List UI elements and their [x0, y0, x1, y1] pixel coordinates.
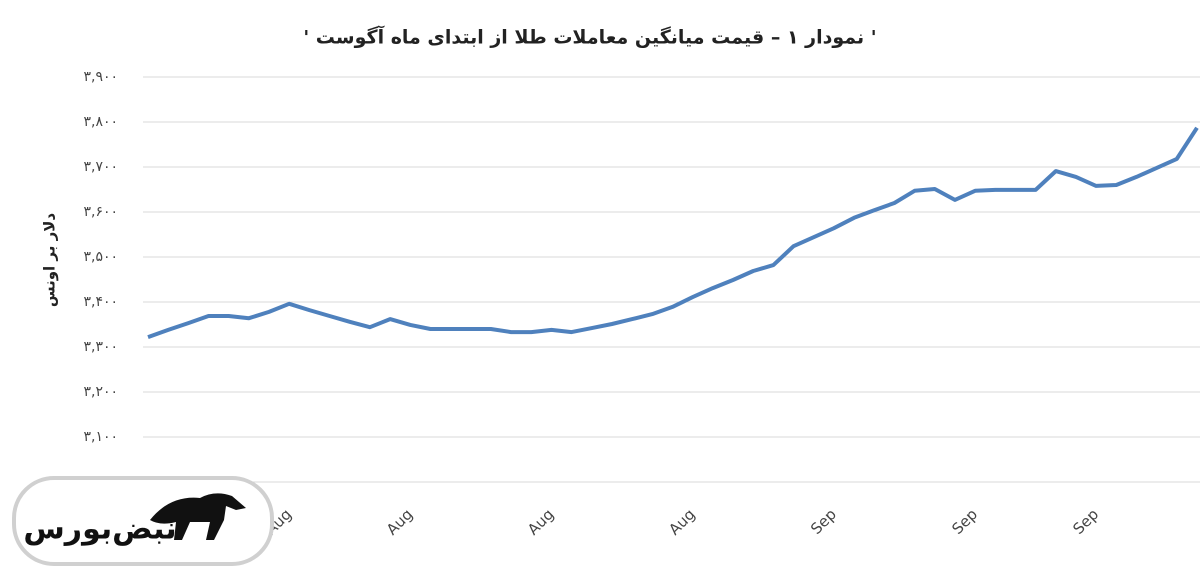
y-tick-label: ۳,۵۰۰ — [83, 249, 118, 265]
x-tick-label: Sep — [948, 505, 981, 538]
y-tick-label: ۳,۱۰۰ — [83, 429, 118, 445]
plot-area: ۳,۰۰۰۳,۱۰۰۳,۲۰۰۳,۳۰۰۳,۴۰۰۳,۵۰۰۳,۶۰۰۳,۷۰۰… — [83, 69, 1200, 539]
y-tick-label: ۳,۶۰۰ — [83, 204, 118, 220]
x-tick-label: Aug — [383, 505, 416, 538]
y-tick-label: ۳,۴۰۰ — [83, 294, 118, 310]
x-tick-label: Sep — [1069, 505, 1102, 538]
chart-title: ' نمودار ۱ – قیمت میانگین معاملات طلا از… — [303, 25, 876, 49]
bull-icon — [150, 493, 246, 540]
logo-text: نبض‌بورس — [23, 512, 176, 547]
x-tick-label: Aug — [665, 505, 698, 538]
y-tick-label: ۳,۸۰۰ — [83, 114, 118, 130]
y-tick-label: ۳,۷۰۰ — [83, 159, 118, 175]
x-tick-label: Sep — [807, 505, 840, 538]
x-tick-label: Aug — [524, 505, 557, 538]
watermark-logo: نبض‌بورس — [12, 476, 274, 566]
y-tick-label: ۳,۳۰۰ — [83, 339, 118, 355]
y-tick-label: ۳,۹۰۰ — [83, 69, 118, 85]
line-series — [147, 126, 1199, 339]
y-axis-label: دلار بر اونس — [41, 213, 59, 308]
y-tick-label: ۳,۲۰۰ — [83, 384, 118, 400]
